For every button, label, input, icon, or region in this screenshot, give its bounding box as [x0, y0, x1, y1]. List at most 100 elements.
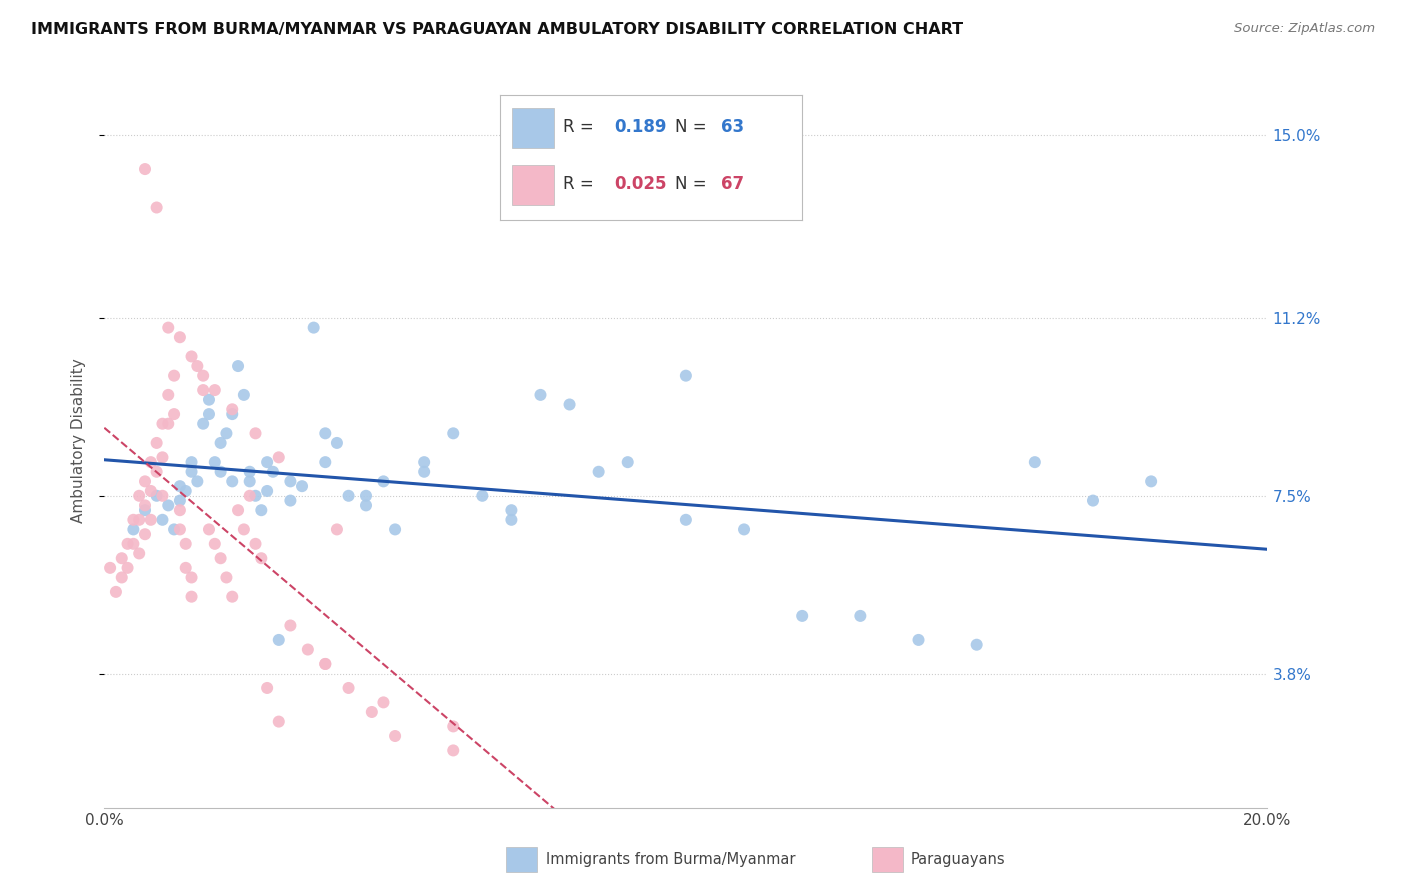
- Point: [267, 714, 290, 729]
- Point: [152, 450, 174, 465]
- Point: [337, 681, 360, 695]
- Point: [117, 537, 139, 551]
- Point: [145, 465, 167, 479]
- Point: [314, 657, 336, 671]
- Point: [907, 632, 929, 647]
- Point: [226, 359, 249, 373]
- Point: [250, 503, 273, 517]
- Point: [441, 743, 464, 757]
- Point: [849, 608, 872, 623]
- Point: [291, 479, 314, 493]
- Point: [174, 561, 197, 575]
- Point: [128, 513, 150, 527]
- Point: [145, 489, 167, 503]
- Point: [128, 489, 150, 503]
- Point: [221, 402, 243, 417]
- Point: [373, 695, 395, 709]
- Point: [529, 388, 551, 402]
- Point: [232, 388, 254, 402]
- Point: [588, 465, 610, 479]
- Point: [204, 537, 226, 551]
- Point: [111, 570, 134, 584]
- Point: [966, 638, 988, 652]
- Point: [204, 383, 226, 397]
- Point: [152, 513, 174, 527]
- Point: [239, 475, 262, 489]
- Point: [792, 608, 814, 623]
- Point: [314, 426, 336, 441]
- Point: [616, 455, 638, 469]
- Point: [163, 523, 186, 537]
- Point: [302, 320, 325, 334]
- Point: [354, 489, 377, 503]
- Point: [169, 493, 191, 508]
- Point: [413, 455, 436, 469]
- Point: [215, 426, 238, 441]
- Point: [174, 537, 197, 551]
- Point: [675, 513, 697, 527]
- Point: [256, 483, 278, 498]
- Y-axis label: Ambulatory Disability: Ambulatory Disability: [72, 359, 86, 523]
- Point: [157, 388, 180, 402]
- Point: [558, 397, 581, 411]
- Point: [134, 162, 156, 177]
- Text: Paraguayans: Paraguayans: [911, 853, 1005, 867]
- Point: [262, 465, 284, 479]
- Point: [326, 436, 349, 450]
- Point: [139, 513, 162, 527]
- Point: [337, 489, 360, 503]
- Point: [169, 523, 191, 537]
- Point: [1024, 455, 1046, 469]
- Text: Immigrants from Burma/Myanmar: Immigrants from Burma/Myanmar: [546, 853, 794, 867]
- Point: [239, 489, 262, 503]
- Point: [139, 455, 162, 469]
- Point: [441, 426, 464, 441]
- Point: [232, 523, 254, 537]
- Point: [1140, 475, 1163, 489]
- Point: [245, 537, 267, 551]
- Point: [354, 499, 377, 513]
- Point: [186, 359, 208, 373]
- Point: [441, 719, 464, 733]
- Point: [384, 523, 406, 537]
- Point: [384, 729, 406, 743]
- Point: [191, 417, 214, 431]
- Point: [169, 330, 191, 344]
- Point: [204, 455, 226, 469]
- Text: IMMIGRANTS FROM BURMA/MYANMAR VS PARAGUAYAN AMBULATORY DISABILITY CORRELATION CH: IMMIGRANTS FROM BURMA/MYANMAR VS PARAGUA…: [31, 22, 963, 37]
- Point: [191, 383, 214, 397]
- Point: [733, 523, 755, 537]
- Point: [267, 450, 290, 465]
- Point: [280, 493, 302, 508]
- FancyBboxPatch shape: [506, 847, 537, 872]
- Point: [221, 475, 243, 489]
- Point: [413, 465, 436, 479]
- Point: [157, 417, 180, 431]
- Point: [180, 455, 202, 469]
- Point: [191, 368, 214, 383]
- Point: [198, 407, 221, 421]
- Point: [221, 407, 243, 421]
- Point: [169, 479, 191, 493]
- Point: [169, 503, 191, 517]
- Point: [256, 455, 278, 469]
- Point: [314, 455, 336, 469]
- Point: [122, 537, 145, 551]
- Point: [180, 465, 202, 479]
- Point: [111, 551, 134, 566]
- Point: [326, 523, 349, 537]
- Point: [134, 503, 156, 517]
- Point: [250, 551, 273, 566]
- Point: [297, 642, 319, 657]
- Point: [221, 590, 243, 604]
- Point: [471, 489, 494, 503]
- Point: [373, 475, 395, 489]
- Point: [501, 513, 523, 527]
- Point: [180, 590, 202, 604]
- Point: [280, 618, 302, 632]
- Text: Source: ZipAtlas.com: Source: ZipAtlas.com: [1234, 22, 1375, 36]
- Point: [139, 483, 162, 498]
- Point: [198, 392, 221, 407]
- Point: [145, 201, 167, 215]
- Point: [163, 407, 186, 421]
